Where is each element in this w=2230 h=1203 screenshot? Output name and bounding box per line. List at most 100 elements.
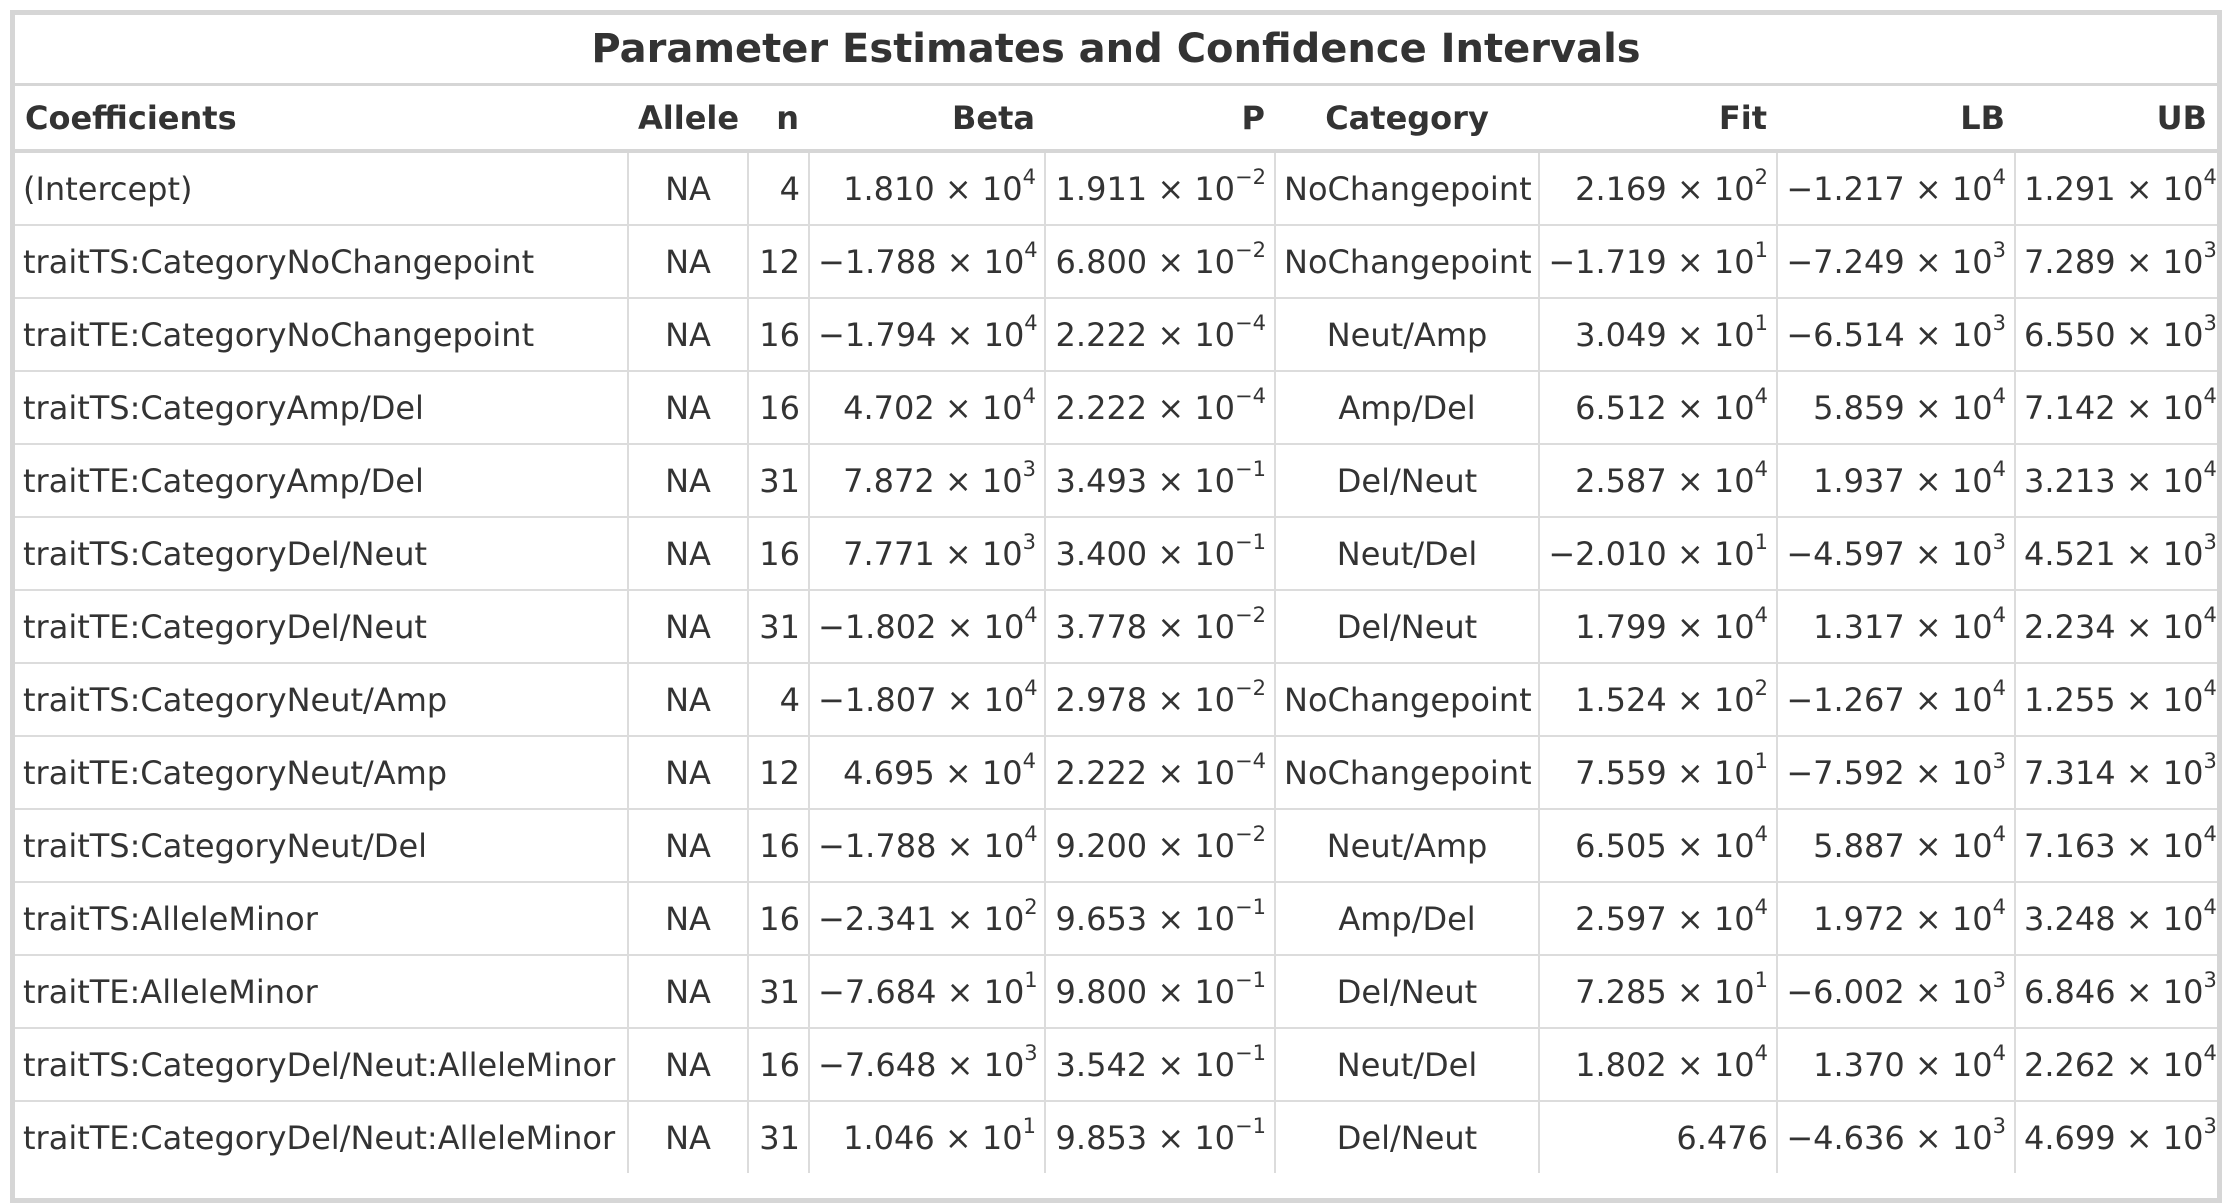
exponent: 4: [1754, 894, 1768, 919]
exponent: 4: [1024, 675, 1038, 700]
cell-lb: −1.267 × 104: [1777, 663, 2016, 737]
exponent: 4: [1024, 237, 1038, 262]
cell-category: Amp/Del: [1275, 882, 1540, 956]
cell-fit: 2.587 × 104: [1539, 444, 1778, 518]
table-row: traitTS:CategoryDel/Neut:AlleleMinor NA 16…: [15, 1028, 2217, 1102]
cell-fit: 7.285 × 101: [1539, 955, 1778, 1029]
cell-coefficient: traitTS:CategoryNoChangepoint: [15, 225, 629, 299]
cell-n: 31: [748, 955, 810, 1029]
exponent: −2: [1235, 237, 1266, 262]
exponent: −2: [1235, 164, 1266, 189]
cell-lb: 1.937 × 104: [1777, 444, 2016, 518]
cell-category: Neut/Del: [1275, 1028, 1540, 1102]
cell-ub: 7.289 × 103: [2015, 225, 2217, 299]
exponent: 4: [1992, 456, 2006, 481]
cell-lb: 1.317 × 104: [1777, 590, 2016, 664]
exponent: 4: [1754, 456, 1768, 481]
cell-ub: 3.213 × 104: [2015, 444, 2217, 518]
cell-ub: 7.163 × 104: [2015, 809, 2217, 883]
cell-fit: 1.524 × 102: [1539, 663, 1778, 737]
exponent: 1: [1754, 748, 1768, 773]
cell-lb: −4.597 × 103: [1777, 517, 2016, 591]
cell-lb: −7.249 × 103: [1777, 225, 2016, 299]
exponent: 1: [1022, 1113, 1036, 1138]
exponent: 4: [1022, 383, 1036, 408]
cell-beta: −7.648 × 103: [809, 1028, 1046, 1102]
header-fit: Fit: [1539, 86, 1777, 153]
cell-allele: NA: [628, 663, 749, 737]
cell-lb: −6.514 × 103: [1777, 298, 2016, 372]
cell-beta: 1.810 × 104: [809, 151, 1046, 226]
exponent: 4: [1024, 821, 1038, 846]
exponent: 4: [1024, 310, 1038, 335]
cell-coefficient: traitTE:CategoryDel/Neut: [15, 590, 629, 664]
cell-coefficient: traitTE:CategoryNoChangepoint: [15, 298, 629, 372]
exponent: 4: [1992, 821, 2006, 846]
cell-allele: NA: [628, 517, 749, 591]
cell-fit: 2.597 × 104: [1539, 882, 1778, 956]
cell-p: 2.222 × 10−4: [1045, 371, 1276, 445]
cell-ub: 3.248 × 104: [2015, 882, 2217, 956]
exponent: 4: [1992, 383, 2006, 408]
cell-lb: −1.217 × 104: [1777, 151, 2016, 226]
exponent: 2: [1754, 675, 1768, 700]
cell-allele: NA: [628, 225, 749, 299]
exponent: 4: [2203, 821, 2217, 846]
exponent: 1: [1024, 967, 1038, 992]
header-p: P: [1045, 86, 1275, 153]
cell-n: 31: [748, 1101, 810, 1173]
cell-lb: −7.592 × 103: [1777, 736, 2016, 810]
exponent: 3: [1992, 237, 2006, 262]
exponent: 2: [1754, 164, 1768, 189]
cell-p: 2.978 × 10−2: [1045, 663, 1276, 737]
exponent: −4: [1235, 748, 1266, 773]
cell-allele: NA: [628, 955, 749, 1029]
cell-lb: 1.972 × 104: [1777, 882, 2016, 956]
cell-allele: NA: [628, 590, 749, 664]
cell-coefficient: traitTE:CategoryAmp/Del: [15, 444, 629, 518]
exponent: 3: [1024, 1040, 1038, 1065]
cell-allele: NA: [628, 444, 749, 518]
cell-category: Del/Neut: [1275, 1101, 1540, 1173]
header-coefficients: Coefficients: [15, 86, 628, 153]
cell-p: 2.222 × 10−4: [1045, 736, 1276, 810]
header-beta: Beta: [809, 86, 1045, 153]
cell-p: 6.800 × 10−2: [1045, 225, 1276, 299]
header-row: Coefficients Allele n Beta P Category Fi…: [15, 86, 2217, 153]
table-row: traitTS:CategoryNeut/Del NA 16 −1.788 × 104…: [15, 809, 2217, 883]
exponent: 4: [2203, 894, 2217, 919]
cell-category: NoChangepoint: [1275, 736, 1540, 810]
exponent: −1: [1235, 456, 1266, 481]
exponent: 2: [1024, 894, 1038, 919]
cell-n: 16: [748, 1028, 810, 1102]
cell-fit: 7.559 × 101: [1539, 736, 1778, 810]
table-frame: Parameter Estimates and Confidence Inter…: [10, 10, 2222, 1203]
header-ub: UB: [2015, 86, 2217, 153]
cell-p: 3.493 × 10−1: [1045, 444, 1276, 518]
cell-n: 31: [748, 590, 810, 664]
cell-coefficient: (Intercept): [15, 151, 629, 226]
exponent: 3: [2203, 1113, 2217, 1138]
cell-beta: −7.684 × 101: [809, 955, 1046, 1029]
header-n: n: [748, 86, 809, 153]
cell-beta: 4.695 × 104: [809, 736, 1046, 810]
cell-p: 3.400 × 10−1: [1045, 517, 1276, 591]
cell-allele: NA: [628, 1028, 749, 1102]
cell-fit: 1.802 × 104: [1539, 1028, 1778, 1102]
exponent: 4: [1992, 894, 2006, 919]
cell-ub: 1.255 × 104: [2015, 663, 2217, 737]
exponent: 4: [2203, 456, 2217, 481]
parameter-table: Parameter Estimates and Confidence Inter…: [15, 15, 2217, 1173]
exponent: 1: [1754, 310, 1768, 335]
exponent: 4: [1022, 748, 1036, 773]
exponent: 4: [2203, 602, 2217, 627]
cell-beta: 1.046 × 101: [809, 1101, 1046, 1173]
cell-n: 16: [748, 809, 810, 883]
cell-ub: 4.699 × 103: [2024, 1113, 2217, 1157]
cell-beta: −1.807 × 104: [809, 663, 1046, 737]
exponent: −1: [1235, 529, 1266, 554]
cell-category: Neut/Amp: [1275, 298, 1540, 372]
exponent: 4: [1754, 383, 1768, 408]
exponent: 3: [2203, 237, 2217, 262]
exponent: 4: [1754, 602, 1768, 627]
